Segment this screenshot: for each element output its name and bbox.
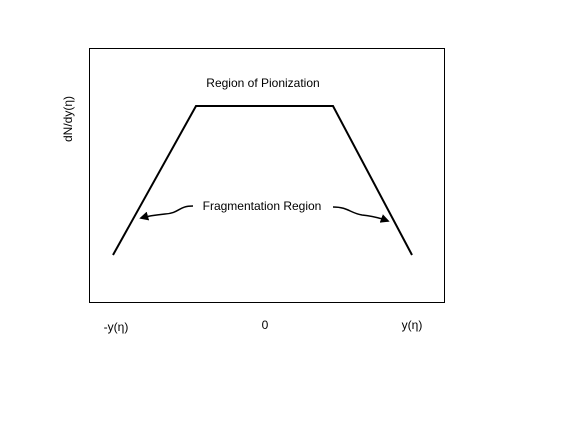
x-label: -y(η)	[104, 320, 129, 334]
fragmentation-label: Fragmentation Region	[203, 199, 322, 213]
right-arrow	[332, 206, 390, 223]
x-label: 0	[262, 318, 269, 332]
pionization-label: Region of Pionization	[206, 76, 319, 90]
y-axis-label: dN/dy(η)	[61, 96, 75, 142]
distribution-curve	[112, 105, 413, 256]
x-label: y(η)	[402, 318, 423, 332]
plot-frame	[89, 48, 445, 303]
left-arrow	[139, 205, 194, 221]
